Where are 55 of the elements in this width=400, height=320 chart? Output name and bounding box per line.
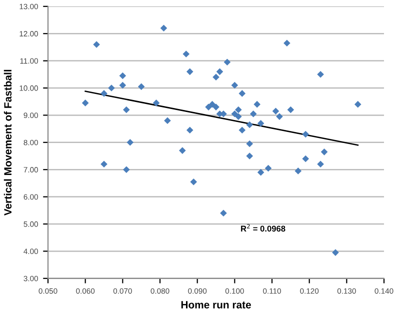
point [246,121,253,128]
point [257,168,264,176]
point [302,130,309,138]
point [302,155,309,162]
point [246,140,253,148]
point [250,110,257,118]
point [235,113,242,120]
point [238,126,246,134]
point [164,117,171,124]
point [276,113,283,120]
point [119,82,126,89]
point [238,90,246,97]
point [231,82,238,89]
point [272,108,280,115]
point [182,50,190,58]
point [179,147,186,154]
point [152,100,160,106]
point [160,24,168,32]
point [186,126,194,134]
point [224,58,231,66]
point [212,74,220,81]
point [320,148,328,156]
point [186,68,194,76]
point [208,100,216,108]
point [123,166,130,173]
point [284,40,290,47]
point [212,104,220,110]
point [332,249,339,256]
y-axis-title: Vertical Movement of Fastball [4,70,12,216]
point [317,160,324,168]
point [235,106,242,114]
point [138,83,145,90]
point [108,84,115,92]
point [317,71,324,78]
point [123,106,130,114]
point [100,160,108,168]
annotation: R$^{2}$ = 0.0968 [241,224,286,232]
point [231,110,238,118]
point [287,106,294,114]
point [216,68,224,76]
point [100,90,108,97]
point [93,41,100,48]
point [220,210,227,217]
point [257,120,264,127]
point [126,139,134,146]
point [294,168,302,174]
point [205,104,212,110]
x-axis-title: Home run rate [181,301,251,308]
point [246,152,253,160]
point [119,72,126,80]
point [264,164,272,172]
point [354,100,362,108]
point [254,100,260,108]
point [190,178,197,186]
point [82,100,89,106]
